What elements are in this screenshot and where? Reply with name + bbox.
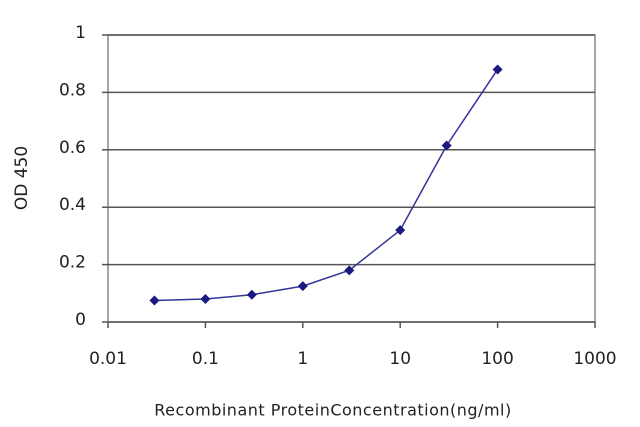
y-axis-title: OD 450: [12, 146, 32, 210]
y-tick-label: 0.8: [59, 80, 86, 100]
data-point: [441, 140, 452, 151]
x-tick-label: 0.01: [89, 349, 127, 369]
data-line: [154, 69, 499, 302]
data-point: [492, 64, 503, 75]
x-tick-label: 10: [389, 349, 411, 369]
x-tick-label: 0.1: [192, 349, 219, 369]
y-tick-label: 0.4: [59, 195, 86, 215]
x-tick-label: 1: [297, 349, 308, 369]
plot-area: [107, 34, 596, 323]
x-axis-title: Recombinant ProteinConcentration(ng/ml): [154, 401, 511, 420]
data-point: [297, 281, 308, 292]
x-tick-label: 1000: [573, 349, 616, 369]
data-point: [246, 289, 257, 300]
data-point: [200, 294, 211, 305]
y-tick-label: 0: [75, 310, 86, 330]
y-tick-label: 1: [75, 23, 86, 43]
x-tick-label: 100: [481, 349, 513, 369]
y-tick-label: 0.6: [59, 138, 86, 158]
data-point: [395, 225, 406, 236]
data-point: [344, 265, 355, 276]
data-point: [149, 295, 160, 306]
y-tick-label: 0.2: [59, 253, 86, 273]
